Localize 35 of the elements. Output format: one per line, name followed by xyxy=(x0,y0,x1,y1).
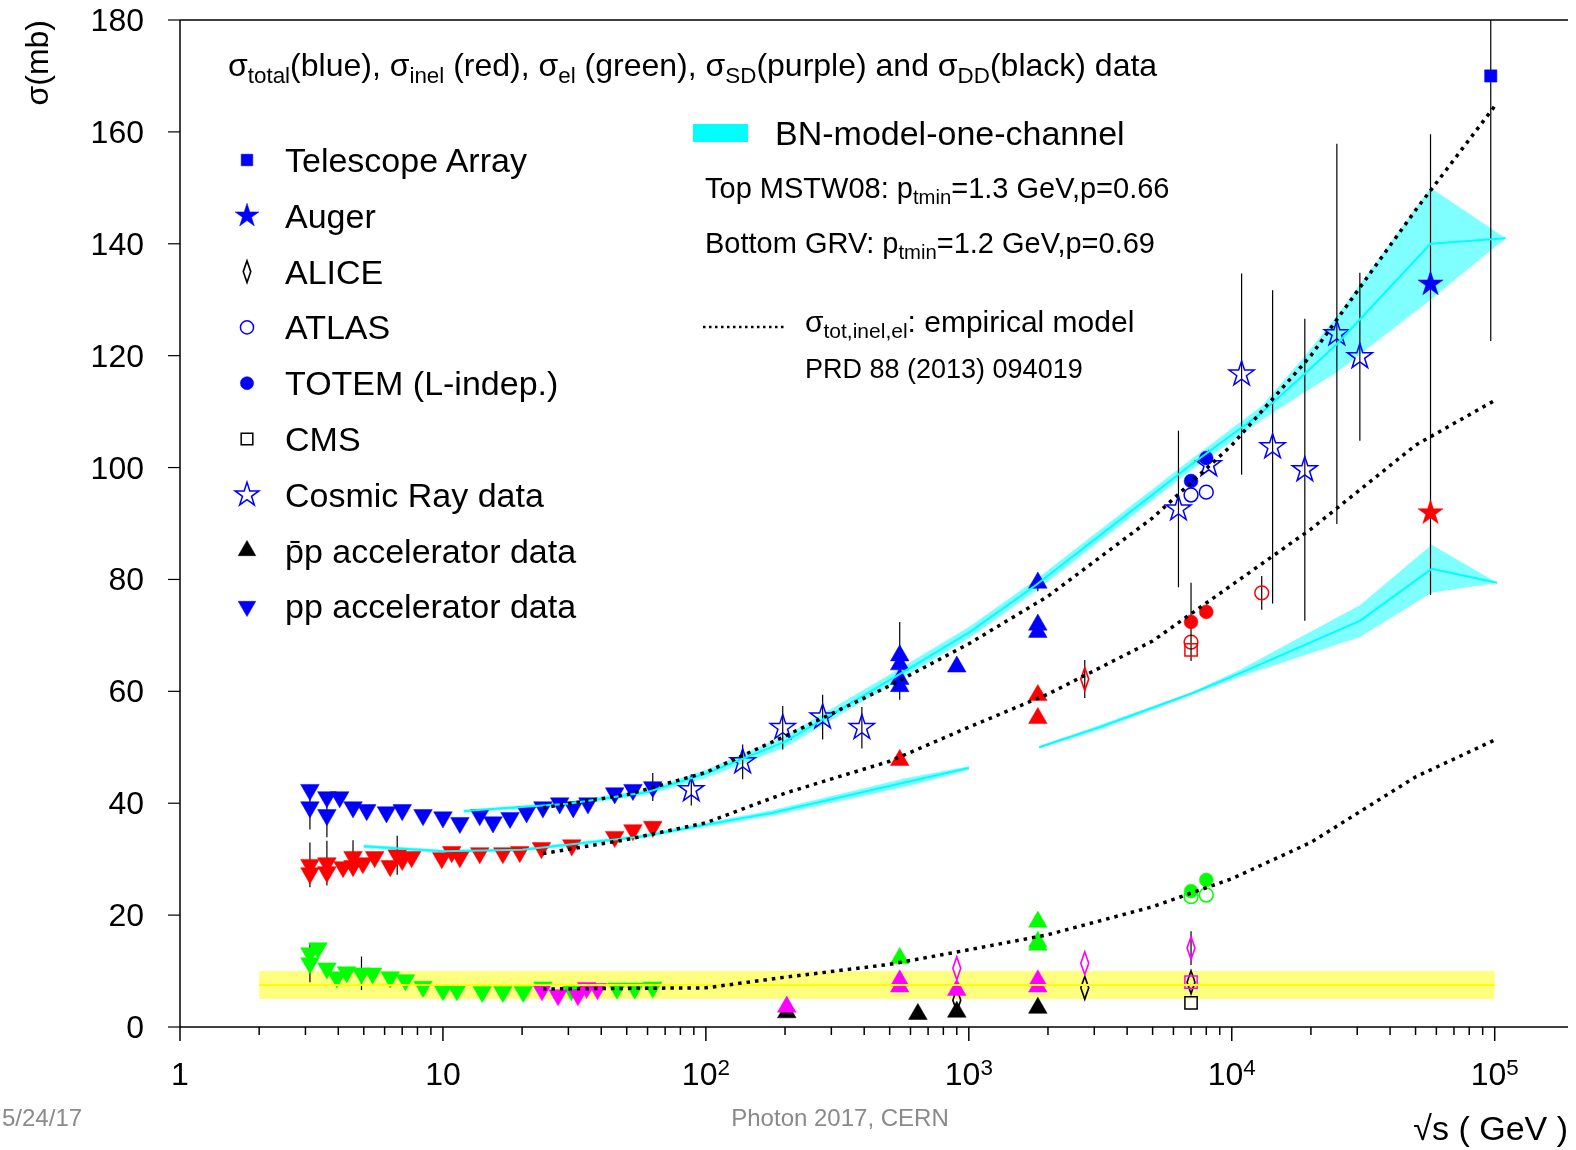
legend-label: BN-model-one-channel xyxy=(775,114,1125,152)
y-tick-label: 0 xyxy=(126,1009,144,1045)
x-axis-title: √s ( GeV ) xyxy=(1413,1109,1568,1147)
y-axis-title: σ(mb) xyxy=(19,20,55,106)
x-tick-label: 10$^{5}$ xyxy=(1470,1055,1519,1092)
x-tick-label: 10$^{3}$ xyxy=(944,1055,993,1092)
x-tick-label: 10$^{4}$ xyxy=(1207,1055,1256,1092)
y-tick-label: 60 xyxy=(108,673,144,710)
text: 5/24/17 xyxy=(2,1104,83,1131)
legend-label: CMS xyxy=(285,420,361,458)
y-tick-label: 180 xyxy=(90,2,144,38)
annotation: PRD 88 (2013) 094019 xyxy=(805,354,1083,384)
y-tick-label: 40 xyxy=(108,785,144,822)
annotation: Bottom GRV: p$_{tmin}$=1.2 GeV,p=0.69 xyxy=(705,227,1155,263)
y-tick-label: 80 xyxy=(108,561,144,598)
legend-label: TOTEM (L-indep.) xyxy=(285,364,559,403)
legend-label: σ$_{tot,inel,el}$: empirical model xyxy=(805,305,1135,343)
x-tick-label: 10 xyxy=(425,1056,461,1092)
legend-label: Cosmic Ray data xyxy=(285,475,544,514)
legend-label: ATLAS xyxy=(285,308,391,347)
annotation: Top MSTW08: p$_{tmin}$=1.3 GeV,p=0.66 xyxy=(705,172,1170,208)
y-tick-label: 120 xyxy=(90,337,144,374)
legend-label: p̄p accelerator data xyxy=(285,531,577,570)
x-tick-label: 10$^{2}$ xyxy=(681,1055,730,1092)
y-tick-label: 100 xyxy=(90,449,144,486)
legend-label: Telescope Array xyxy=(285,141,527,179)
legend-label: Auger xyxy=(285,196,376,235)
y-tick-label: 160 xyxy=(90,113,144,150)
text: σ$_{total}$(blue), σ$_{inel}$ (red), σ$_{el}$ (green), σ$_{SD}$(purple) and σ$_{DD}$(black) data xyxy=(228,47,1158,88)
x-tick-label: 1 xyxy=(171,1056,189,1092)
legend-label: pp accelerator data xyxy=(285,587,577,626)
y-tick-label: 20 xyxy=(108,897,144,934)
legend-label: ALICE xyxy=(285,252,384,291)
text: Photon 2017, CERN xyxy=(731,1104,949,1131)
y-tick-label: 140 xyxy=(90,225,144,262)
